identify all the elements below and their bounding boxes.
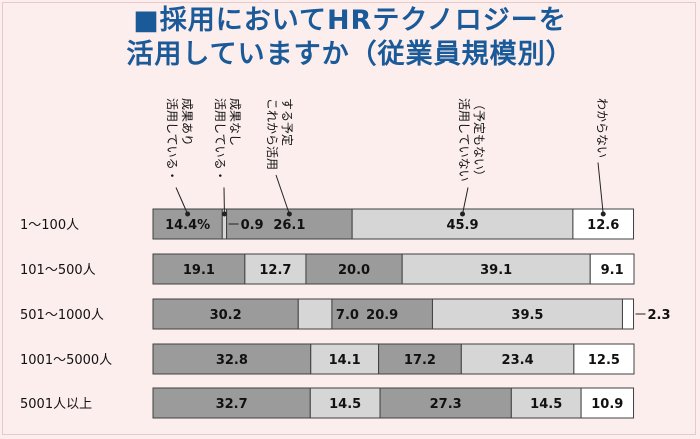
data-label: 12.7 — [259, 263, 291, 278]
legend-leader-dot — [460, 211, 466, 217]
bar-segment — [580, 387, 635, 419]
title-line-2: 活用していますか（従業員規模別） — [126, 39, 574, 70]
bar-segment — [573, 343, 635, 375]
legend-label: 活用している・ — [165, 98, 179, 182]
data-label: 0.9 — [241, 218, 264, 233]
data-label: 10.9 — [591, 397, 623, 412]
data-label: 32.7 — [216, 397, 248, 412]
category-label: 101～500人 — [20, 263, 96, 278]
legend-leader-dot — [600, 211, 606, 217]
legend-leader-line — [275, 174, 290, 215]
legend-leader-dot — [286, 211, 292, 217]
data-label: 45.9 — [446, 218, 478, 233]
category-label: 5001人以上 — [20, 397, 92, 412]
title-line-1: ■採用においてHRテクノロジーを — [133, 5, 567, 36]
legend-leader-line — [175, 187, 189, 215]
data-label: 14.5 — [329, 397, 361, 412]
category-label: 1001～5000人 — [20, 353, 112, 368]
data-label: 12.5 — [588, 353, 620, 368]
category-label: 501～1000人 — [20, 308, 104, 323]
bar-segment — [310, 343, 380, 375]
data-label: 14.4% — [165, 218, 210, 233]
category-label: 1～100人 — [20, 218, 79, 233]
data-label: 39.1 — [480, 263, 512, 278]
data-label: 32.8 — [216, 353, 248, 368]
legend-label: これから活用 — [265, 98, 279, 170]
bar-segment — [621, 298, 635, 330]
legend-leader-dot — [221, 211, 227, 217]
bar-segment — [460, 343, 575, 375]
data-label: 39.5 — [511, 308, 543, 323]
legend-leader-line — [597, 162, 604, 215]
data-label: 7.0 — [336, 308, 359, 323]
chart-title: ■採用においてHRテクノロジーを 活用していますか（従業員規模別） — [0, 4, 700, 72]
legend-label: 活用している・ — [213, 98, 227, 182]
bar-segment — [331, 298, 433, 330]
bar-segment — [379, 387, 512, 419]
data-label: 14.1 — [329, 353, 361, 368]
data-label: 19.1 — [183, 263, 215, 278]
bar-segment — [378, 343, 462, 375]
data-label: 9.1 — [601, 263, 624, 278]
data-label: 26.1 — [273, 218, 305, 233]
legend-label: する予定 — [280, 98, 295, 146]
bar-segment — [305, 253, 403, 285]
data-label: 2.3 — [648, 308, 671, 323]
legend-leader-line — [462, 187, 469, 215]
data-label: 20.0 — [338, 263, 370, 278]
bar-segment — [510, 387, 582, 419]
bar-segment — [244, 253, 307, 285]
bar-segment — [589, 253, 635, 285]
legend-label: 成果なし — [228, 98, 242, 146]
data-label: 20.9 — [366, 308, 398, 323]
chart-frame — [2, 2, 696, 435]
legend-label: わからない — [595, 98, 609, 158]
data-label: 27.3 — [430, 397, 462, 412]
data-label: 14.5 — [530, 397, 562, 412]
data-label: 30.2 — [210, 308, 242, 323]
data-label: 12.6 — [587, 218, 619, 233]
legend-label: （予定もない） — [472, 98, 487, 182]
legend-label: 活用していない — [457, 98, 471, 182]
bar-segment — [152, 298, 299, 330]
bar-segment — [152, 253, 246, 285]
bar-segment — [401, 253, 591, 285]
bar-segment — [431, 298, 623, 330]
bar-segment — [297, 298, 333, 330]
legend-label: 成果あり — [180, 98, 194, 146]
data-label: 23.4 — [502, 353, 534, 368]
bar-segment — [152, 387, 311, 419]
data-label: 17.2 — [404, 353, 436, 368]
bar-segment — [309, 387, 381, 419]
legend-leader-dot — [185, 211, 191, 217]
bar-segment — [152, 343, 312, 375]
